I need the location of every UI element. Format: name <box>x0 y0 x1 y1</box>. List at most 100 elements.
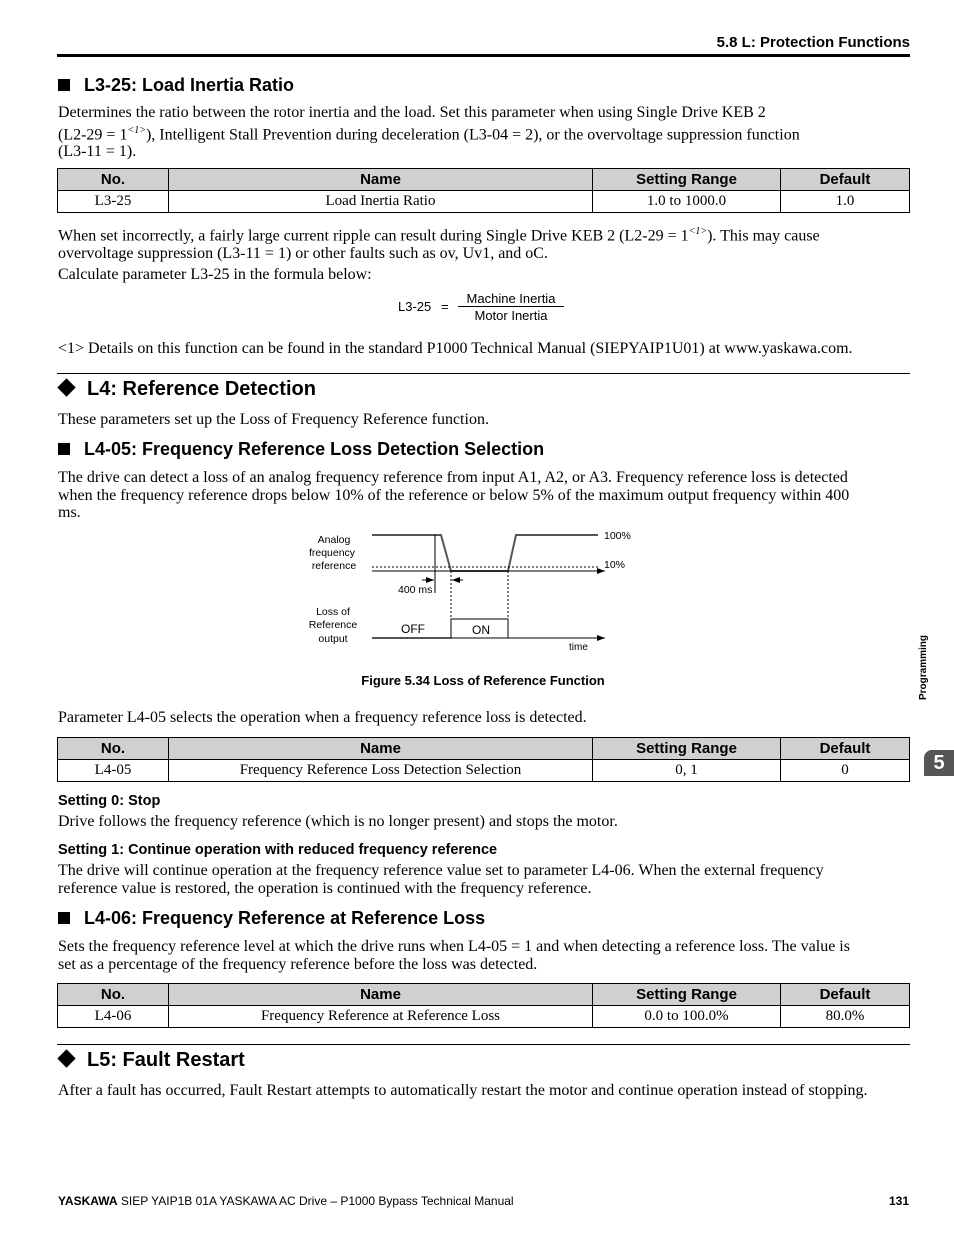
table-header-row: No. Name Setting Range Default <box>57 737 910 760</box>
col-header: No. <box>57 737 169 760</box>
label-100pct: 100% <box>604 530 631 542</box>
label-time: time <box>569 642 588 653</box>
text: ), Intelligent Stall Prevention during d… <box>145 125 800 143</box>
heading-l4-05: L4-05: Frequency Reference Loss Detectio… <box>58 439 544 460</box>
l4-06-intro: Sets the frequency reference level at wh… <box>58 938 911 973</box>
cell: Load Inertia Ratio <box>168 190 593 213</box>
cell: 80.0% <box>780 1005 910 1028</box>
heading-l5: L5: Fault Restart <box>57 1049 245 1072</box>
footer-brand: YASKAWA <box>58 1194 118 1208</box>
cell: L4-05 <box>57 759 169 782</box>
col-header: Name <box>168 983 593 1006</box>
footer: YASKAWA SIEP YAIP1B 01A YASKAWA AC Drive… <box>58 1194 514 1208</box>
text-line: ms. <box>58 504 81 521</box>
heading-text: L4-06: Frequency Reference at Reference … <box>84 908 486 928</box>
setting-1-title: Setting 1: Continue operation with reduc… <box>58 842 498 858</box>
l3-25-warning: When set incorrectly, a fairly large cur… <box>58 223 911 262</box>
table-header-row: No. Name Setting Range Default <box>57 983 910 1006</box>
text-line: overvoltage suppression (L3-11 = 1) or o… <box>58 244 548 262</box>
footer-text: SIEP YAIP1B 01A YASKAWA AC Drive – P1000… <box>117 1194 514 1208</box>
cell: Frequency Reference Loss Detection Selec… <box>168 759 593 782</box>
label-output: Reference <box>309 619 358 631</box>
text: ). This may cause <box>707 227 820 245</box>
table-row: L4-05 Frequency Reference Loss Detection … <box>57 759 910 782</box>
text: When set incorrectly, a fairly large cur… <box>58 227 689 245</box>
l4-05-intro: The drive can detect a loss of an analog… <box>58 469 911 522</box>
l4-05-table: No. Name Setting Range Default L4-05 Frequen… <box>57 737 910 782</box>
table-row: L3-25 Load Inertia Ratio 1.0 to 1000.0 1.0 <box>57 190 910 213</box>
footnote: <1> Details on this function can be foun… <box>58 340 853 357</box>
col-header: Default <box>780 983 910 1006</box>
l3-25-table: No. Name Setting Range Default L3-25 Load In… <box>57 168 910 213</box>
l4-06-table: No. Name Setting Range Default L4-06 Frequen… <box>57 983 910 1028</box>
cell: Frequency Reference at Reference Loss <box>168 1005 593 1028</box>
col-header: Name <box>168 737 593 760</box>
text-line: reference value is restored, the operati… <box>58 879 592 897</box>
label-output: Loss of <box>316 606 350 618</box>
l5-intro: After a fault has occurred, Fault Restar… <box>58 1082 868 1099</box>
heading-text: L4-05: Frequency Reference Loss Detectio… <box>84 439 545 459</box>
setting-0-title: Setting 0: Stop <box>58 793 161 809</box>
text: (L2-29 = 1 <box>58 125 128 143</box>
formula-denominator: Motor Inertia <box>474 308 548 323</box>
cell: 0, 1 <box>592 759 781 782</box>
cell: L3-25 <box>57 190 169 213</box>
label-400ms: 400 ms <box>398 584 432 596</box>
label-10pct: 10% <box>604 559 625 571</box>
heading-l3-25: L3-25: Load Inertia Ratio <box>58 75 294 96</box>
text-line: When set incorrectly, a fairly large cur… <box>58 223 911 245</box>
text-line: Sets the frequency reference level at wh… <box>58 938 850 955</box>
l3-25-intro: Determines the ratio between the rotor i… <box>58 104 911 161</box>
header-rule <box>57 54 910 57</box>
cell: 0.0 to 100.0% <box>592 1005 781 1028</box>
col-header: No. <box>57 168 169 191</box>
label-analog: Analog <box>318 534 351 546</box>
formula-lhs: L3-25 <box>398 299 432 314</box>
label-output: output <box>318 633 347 645</box>
page-number: 131 <box>888 1194 909 1208</box>
section-rule <box>57 373 910 374</box>
footnote-ref[interactable]: <1> <box>688 226 708 237</box>
calc-text: Calculate parameter L3-25 in the formula… <box>58 266 372 283</box>
col-header: No. <box>57 983 169 1006</box>
setting-1-text: The drive will continue operation at the… <box>58 862 911 897</box>
cell: 0 <box>780 759 910 782</box>
l4-intro: These parameters set up the Loss of Freq… <box>58 411 489 428</box>
text-line: set as a percentage of the frequency ref… <box>58 955 538 973</box>
text-line: (L3-11 = 1). <box>58 143 137 161</box>
chapter-tab[interactable]: 5 <box>924 750 954 776</box>
label-analog: reference <box>312 560 357 572</box>
loss-of-reference-diagram: Analog frequency reference 100% 10% 400 … <box>309 530 631 653</box>
heading-text: L3-25: Load Inertia Ratio <box>84 75 295 95</box>
formula-equals: = <box>441 299 449 314</box>
square-bullet-icon <box>58 912 70 924</box>
table-row: L4-06 Frequency Reference at Reference Lo… <box>57 1005 910 1028</box>
heading-text: L4: Reference Detection <box>87 378 316 400</box>
formula-numerator: Machine Inertia <box>458 291 564 307</box>
heading-l4: L4: Reference Detection <box>57 378 316 401</box>
cell: 1.0 <box>780 190 910 213</box>
text-line: (L2-29 = 1<1>), Intelligent Stall Preven… <box>58 122 911 144</box>
l4-05-select-text: Parameter L4-05 selects the operation wh… <box>58 709 587 726</box>
square-bullet-icon <box>58 443 70 455</box>
label-analog: frequency <box>309 547 356 559</box>
footnote-ref[interactable]: <1> <box>127 124 146 136</box>
heading-l4-06: L4-06: Frequency Reference at Reference … <box>58 908 485 929</box>
heading-text: L5: Fault Restart <box>87 1049 245 1071</box>
side-tab-label: Programming <box>918 634 929 700</box>
cell: L4-06 <box>57 1005 169 1028</box>
text-line: The drive can detect a loss of an analog… <box>58 469 848 486</box>
section-rule <box>57 1044 910 1045</box>
label-off: OFF <box>401 622 425 636</box>
text-line: The drive will continue operation at the… <box>58 862 824 879</box>
col-header: Default <box>780 168 910 191</box>
running-header: 5.8 L: Protection Functions <box>716 34 910 51</box>
col-header: Setting Range <box>592 168 781 191</box>
text-line: Determines the ratio between the rotor i… <box>58 104 766 121</box>
label-on: ON <box>472 623 490 637</box>
figure-caption: Figure 5.34 Loss of Reference Function <box>361 673 605 688</box>
table-header-row: No. Name Setting Range Default <box>57 168 910 191</box>
square-bullet-icon <box>58 79 70 91</box>
cell: 1.0 to 1000.0 <box>592 190 781 213</box>
